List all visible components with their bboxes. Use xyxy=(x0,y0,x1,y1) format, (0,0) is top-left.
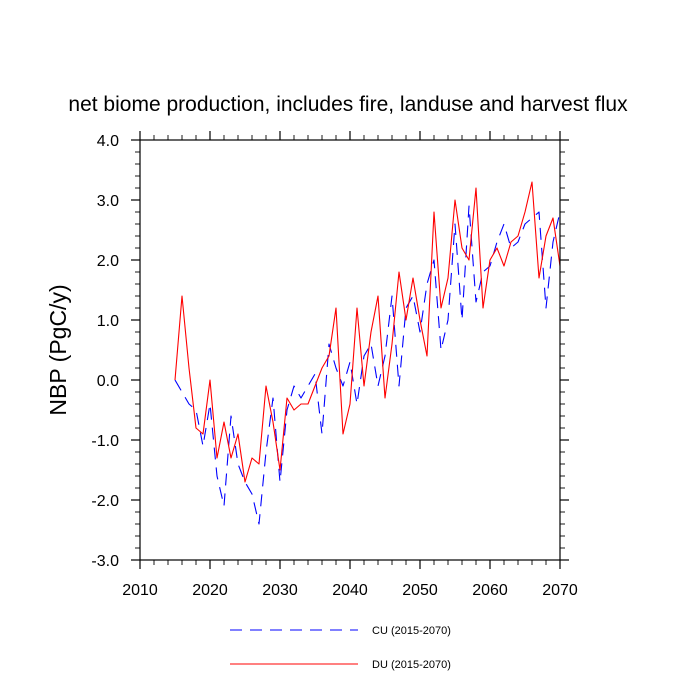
y-tick-label: -1.0 xyxy=(91,433,119,450)
plot-frame xyxy=(139,139,561,561)
series-line-cu xyxy=(174,205,561,525)
x-tick-label: 2060 xyxy=(472,582,508,599)
y-axis-label: NBP (PgC/y) xyxy=(45,284,71,415)
y-tick-label: 0.0 xyxy=(97,373,119,390)
y-tick-label: 3.0 xyxy=(97,193,119,210)
series-line-du xyxy=(174,181,561,483)
series-layer xyxy=(174,181,561,525)
chart-title: net biome production, includes fire, lan… xyxy=(68,93,628,116)
x-tick-label: 2030 xyxy=(262,582,298,599)
y-tick-label: 1.0 xyxy=(97,313,119,330)
x-tick-label: 2050 xyxy=(402,582,438,599)
legend: CU (2015-2070) DU (2015-2070) xyxy=(230,625,451,671)
x-tick-label: 2020 xyxy=(192,582,228,599)
x-tick-label: 2010 xyxy=(122,582,158,599)
y-tick-label: 4.0 xyxy=(97,133,119,150)
x-tick-label: 2040 xyxy=(332,582,368,599)
y-tick-label: 2.0 xyxy=(97,253,119,270)
legend-label: DU (2015-2070) xyxy=(372,659,451,671)
legend-label: CU (2015-2070) xyxy=(372,625,451,637)
y-tick-label: -2.0 xyxy=(91,493,119,510)
axes: -3.0 -2.0 -1.0 0.0 1.0 2.0 3.0 4.0 2010 2020 2030 2… xyxy=(91,131,578,599)
x-tick-label: 2070 xyxy=(542,582,578,599)
y-tick-label: -3.0 xyxy=(91,553,119,570)
